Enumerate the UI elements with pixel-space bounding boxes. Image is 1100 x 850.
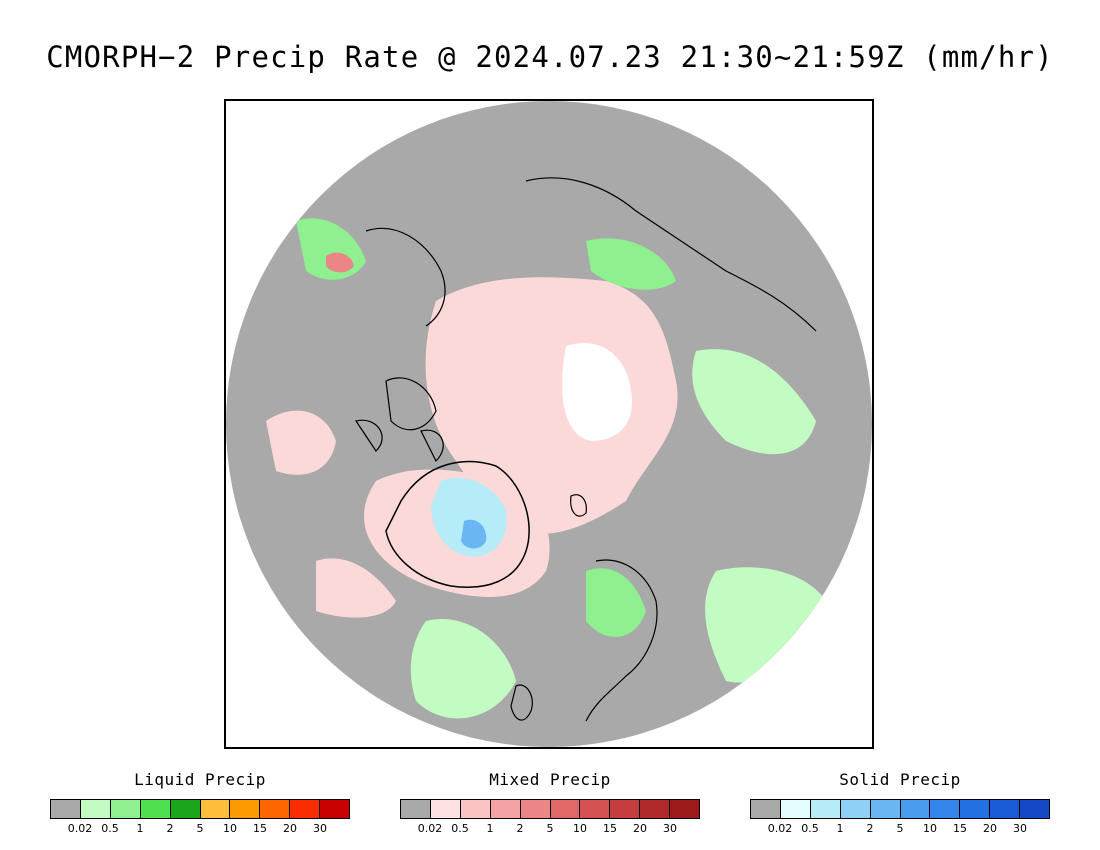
chart-title: CMORPH−2 Precip Rate @ 2024.07.23 21:30~… (46, 40, 1054, 74)
liquid-precip-region-scandinavia (586, 568, 646, 638)
color-swatch (230, 800, 261, 818)
color-swatch (960, 800, 991, 818)
tick-label: 30 (663, 822, 677, 835)
legend-title: Mixed Precip (489, 770, 611, 789)
tick-label: 2 (516, 822, 524, 835)
color-swatch (51, 800, 81, 818)
legend-mixed-precip: Mixed Precip 0.02 0.5 1 2 5 10 15 20 30 (400, 770, 700, 836)
tick-label: 10 (573, 822, 587, 835)
tick-labels: 0.02 0.5 1 2 5 10 15 20 30 (400, 822, 700, 836)
solid-precip-core (461, 519, 487, 549)
tick-label: 1 (836, 822, 844, 835)
legend-title: Solid Precip (839, 770, 961, 789)
color-swatch (80, 800, 111, 818)
color-swatch (870, 800, 901, 818)
coastline-canada-archipelago (355, 377, 444, 463)
mixed-precip-region-arctic (425, 277, 678, 534)
liquid-precip-region-siberia (586, 238, 676, 290)
coastline-uk (510, 684, 533, 721)
tick-label: 2 (866, 822, 874, 835)
solid-precip-region (431, 477, 507, 557)
color-swatch (670, 800, 700, 818)
polar-map-svg (226, 101, 872, 747)
legend-solid-precip: Solid Precip 0.02 0.5 1 2 5 10 15 20 30 (750, 770, 1050, 836)
tick-label: 2 (166, 822, 174, 835)
tick-label: 20 (283, 822, 297, 835)
color-swatch (610, 800, 641, 818)
coastline-siberia (525, 177, 817, 332)
color-swatch (550, 800, 581, 818)
color-scale (50, 799, 350, 819)
tick-label: 15 (603, 822, 617, 835)
color-swatch (640, 800, 671, 818)
liquid-precip-region-east (692, 349, 816, 455)
color-swatch (990, 800, 1021, 818)
color-swatch (140, 800, 171, 818)
color-swatch (460, 800, 491, 818)
tick-label: 1 (486, 822, 494, 835)
color-swatch (780, 800, 811, 818)
tick-label: 10 (223, 822, 237, 835)
tick-label: 0.02 (67, 822, 93, 835)
tick-label: 0.5 (801, 822, 819, 835)
mixed-precip-region-atlantic (316, 558, 396, 618)
tick-label: 5 (196, 822, 204, 835)
mixed-precip-region-canada (266, 410, 336, 475)
tick-label: 5 (896, 822, 904, 835)
color-swatch (260, 800, 291, 818)
color-swatch (110, 800, 141, 818)
color-swatch (200, 800, 231, 818)
color-swatch (170, 800, 201, 818)
tick-label: 15 (953, 822, 967, 835)
color-swatch (1020, 800, 1050, 818)
tick-labels: 0.02 0.5 1 2 5 10 15 20 30 (750, 822, 1050, 836)
liquid-precip-heavy-patch (326, 252, 354, 273)
color-swatch (930, 800, 961, 818)
tick-label: 5 (546, 822, 554, 835)
polar-map (224, 99, 874, 749)
color-swatch (290, 800, 321, 818)
tick-label: 0.02 (417, 822, 443, 835)
coastline-greenland (385, 460, 530, 588)
tick-label: 0.5 (101, 822, 119, 835)
coastline-scandinavia (585, 559, 658, 722)
tick-label: 30 (1013, 822, 1027, 835)
color-swatch (520, 800, 551, 818)
tick-label: 10 (923, 822, 937, 835)
coastline-svalbard (570, 494, 587, 517)
tick-label: 20 (983, 822, 997, 835)
color-swatch (430, 800, 461, 818)
coastline-alaska (365, 227, 446, 327)
color-swatch (490, 800, 521, 818)
legend-liquid-precip: Liquid Precip 0.02 0.5 1 2 5 10 15 20 30 (50, 770, 350, 836)
liquid-precip-region-uk (410, 619, 516, 719)
no-data-polar-region (562, 343, 632, 441)
tick-label: 1 (136, 822, 144, 835)
legend-title: Liquid Precip (134, 770, 266, 789)
tick-label: 30 (313, 822, 327, 835)
color-scale (400, 799, 700, 819)
tick-label: 0.02 (767, 822, 793, 835)
tick-label: 0.5 (451, 822, 469, 835)
color-swatch (401, 800, 431, 818)
color-scale (750, 799, 1050, 819)
color-swatch (810, 800, 841, 818)
liquid-precip-region-se (705, 567, 826, 683)
tick-labels: 0.02 0.5 1 2 5 10 15 20 30 (50, 822, 350, 836)
color-swatch (751, 800, 781, 818)
color-swatch (840, 800, 871, 818)
color-swatch (900, 800, 931, 818)
color-swatch (580, 800, 611, 818)
color-swatch (320, 800, 350, 818)
tick-label: 15 (253, 822, 267, 835)
tick-label: 20 (633, 822, 647, 835)
